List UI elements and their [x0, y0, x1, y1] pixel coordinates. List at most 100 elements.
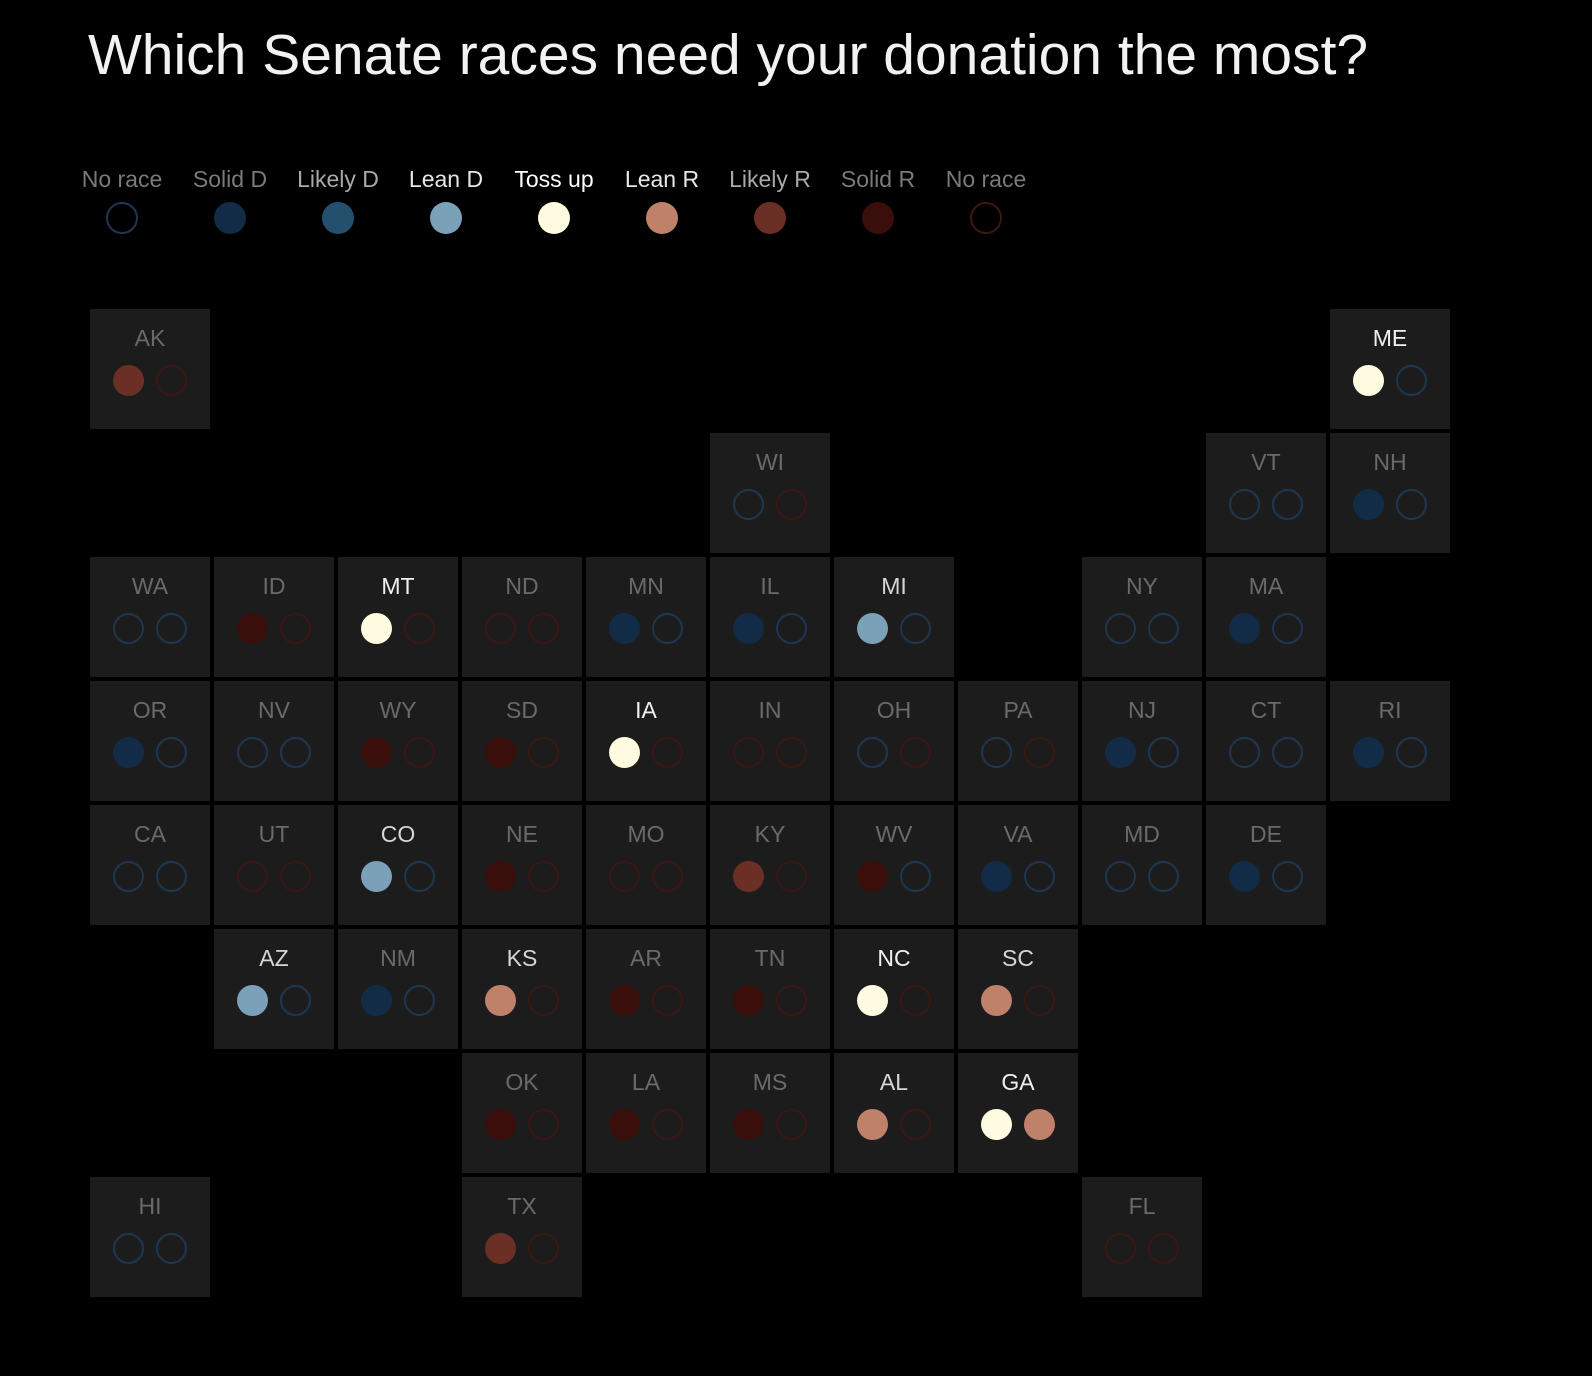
state-tile-va[interactable]: VA: [958, 805, 1078, 925]
state-tile-or[interactable]: OR: [90, 681, 210, 801]
state-tile-az[interactable]: AZ: [214, 929, 334, 1049]
state-abbr: WY: [379, 697, 417, 723]
state-abbr: UT: [258, 821, 290, 847]
state-abbr: AR: [630, 945, 662, 971]
state-tile-nj[interactable]: NJ: [1082, 681, 1202, 801]
state-tile-pa[interactable]: PA: [958, 681, 1078, 801]
race-1-indicator: [1105, 861, 1136, 892]
race-2-indicator: [528, 1233, 559, 1264]
state-tile-mo[interactable]: MO: [586, 805, 706, 925]
race-2-indicator: [404, 737, 435, 768]
state-tile-fl[interactable]: FL: [1082, 1177, 1202, 1297]
state-abbr: NE: [506, 821, 538, 847]
state-tile-ia[interactable]: IA: [586, 681, 706, 801]
race-1-indicator: [609, 737, 640, 768]
race-2-indicator: [280, 861, 311, 892]
state-tile-oh[interactable]: OH: [834, 681, 954, 801]
state-tile-nv[interactable]: NV: [214, 681, 334, 801]
state-tile-vt[interactable]: VT: [1206, 433, 1326, 553]
state-abbr: FL: [1128, 1193, 1156, 1219]
state-tile-ma[interactable]: MA: [1206, 557, 1326, 677]
state-abbr: KS: [506, 945, 538, 971]
state-tile-il[interactable]: IL: [710, 557, 830, 677]
state-abbr: WA: [131, 573, 169, 599]
race-2-indicator: [1148, 861, 1179, 892]
state-tile-ga[interactable]: GA: [958, 1053, 1078, 1173]
state-tile-nm[interactable]: NM: [338, 929, 458, 1049]
state-tile-ri[interactable]: RI: [1330, 681, 1450, 801]
race-2-indicator: [156, 365, 187, 396]
state-tile-ct[interactable]: CT: [1206, 681, 1326, 801]
state-tile-wy[interactable]: WY: [338, 681, 458, 801]
state-tile-nd[interactable]: ND: [462, 557, 582, 677]
race-1-indicator: [857, 737, 888, 768]
state-tile-ks[interactable]: KS: [462, 929, 582, 1049]
state-tile-mt[interactable]: MT: [338, 557, 458, 677]
legend-item-tossup: Toss up: [499, 166, 609, 234]
state-abbr: MA: [1248, 573, 1284, 599]
state-tile-id[interactable]: ID: [214, 557, 334, 677]
state-tile-ca[interactable]: CA: [90, 805, 210, 925]
race-2-indicator: [1396, 489, 1427, 520]
state-tile-ms[interactable]: MS: [710, 1053, 830, 1173]
race-2-indicator: [1148, 737, 1179, 768]
state-tile-ky[interactable]: KY: [710, 805, 830, 925]
race-2-indicator: [1024, 1109, 1055, 1140]
race-1-indicator: [1105, 737, 1136, 768]
race-1-indicator: [857, 1109, 888, 1140]
race-2-indicator: [528, 613, 559, 644]
state-tile-md[interactable]: MD: [1082, 805, 1202, 925]
state-abbr: GA: [1001, 1069, 1035, 1095]
state-tile-sc[interactable]: SC: [958, 929, 1078, 1049]
state-abbr: TN: [754, 945, 786, 971]
state-tile-mn[interactable]: MN: [586, 557, 706, 677]
state-tile-wv[interactable]: WV: [834, 805, 954, 925]
state-tile-ne[interactable]: NE: [462, 805, 582, 925]
state-tile-hi[interactable]: HI: [90, 1177, 210, 1297]
legend-item-none-r: No race: [931, 166, 1041, 234]
state-abbr: ND: [505, 573, 539, 599]
race-2-indicator: [404, 985, 435, 1016]
legend-swatch: [646, 202, 678, 234]
state-abbr: NH: [1373, 449, 1407, 475]
state-abbr: RI: [1378, 697, 1402, 723]
legend-label: No race: [945, 166, 1027, 192]
state-tile-ut[interactable]: UT: [214, 805, 334, 925]
state-tile-co[interactable]: CO: [338, 805, 458, 925]
state-tile-la[interactable]: LA: [586, 1053, 706, 1173]
state-abbr: DE: [1250, 821, 1282, 847]
state-tile-ak[interactable]: AK: [90, 309, 210, 429]
state-abbr: SD: [506, 697, 538, 723]
race-2-indicator: [652, 613, 683, 644]
state-tile-ar[interactable]: AR: [586, 929, 706, 1049]
state-abbr: MN: [628, 573, 664, 599]
race-2-indicator: [776, 861, 807, 892]
race-1-indicator: [609, 613, 640, 644]
state-abbr: CA: [134, 821, 166, 847]
legend-swatch: [538, 202, 570, 234]
race-2-indicator: [1272, 613, 1303, 644]
state-tile-in[interactable]: IN: [710, 681, 830, 801]
state-tile-wa[interactable]: WA: [90, 557, 210, 677]
race-1-indicator: [857, 613, 888, 644]
state-tile-sd[interactable]: SD: [462, 681, 582, 801]
state-abbr: MD: [1124, 821, 1160, 847]
state-tile-tx[interactable]: TX: [462, 1177, 582, 1297]
legend-item-solid-r: Solid R: [823, 166, 933, 234]
race-2-indicator: [652, 1109, 683, 1140]
state-tile-mi[interactable]: MI: [834, 557, 954, 677]
state-tile-de[interactable]: DE: [1206, 805, 1326, 925]
state-abbr: MS: [752, 1069, 788, 1095]
race-1-indicator: [237, 985, 268, 1016]
state-tile-wi[interactable]: WI: [710, 433, 830, 553]
state-tile-ok[interactable]: OK: [462, 1053, 582, 1173]
race-2-indicator: [1272, 861, 1303, 892]
state-abbr: VA: [1003, 821, 1033, 847]
state-tile-tn[interactable]: TN: [710, 929, 830, 1049]
state-tile-me[interactable]: ME: [1330, 309, 1450, 429]
state-tile-nh[interactable]: NH: [1330, 433, 1450, 553]
race-2-indicator: [280, 737, 311, 768]
state-tile-al[interactable]: AL: [834, 1053, 954, 1173]
state-tile-nc[interactable]: NC: [834, 929, 954, 1049]
state-tile-ny[interactable]: NY: [1082, 557, 1202, 677]
